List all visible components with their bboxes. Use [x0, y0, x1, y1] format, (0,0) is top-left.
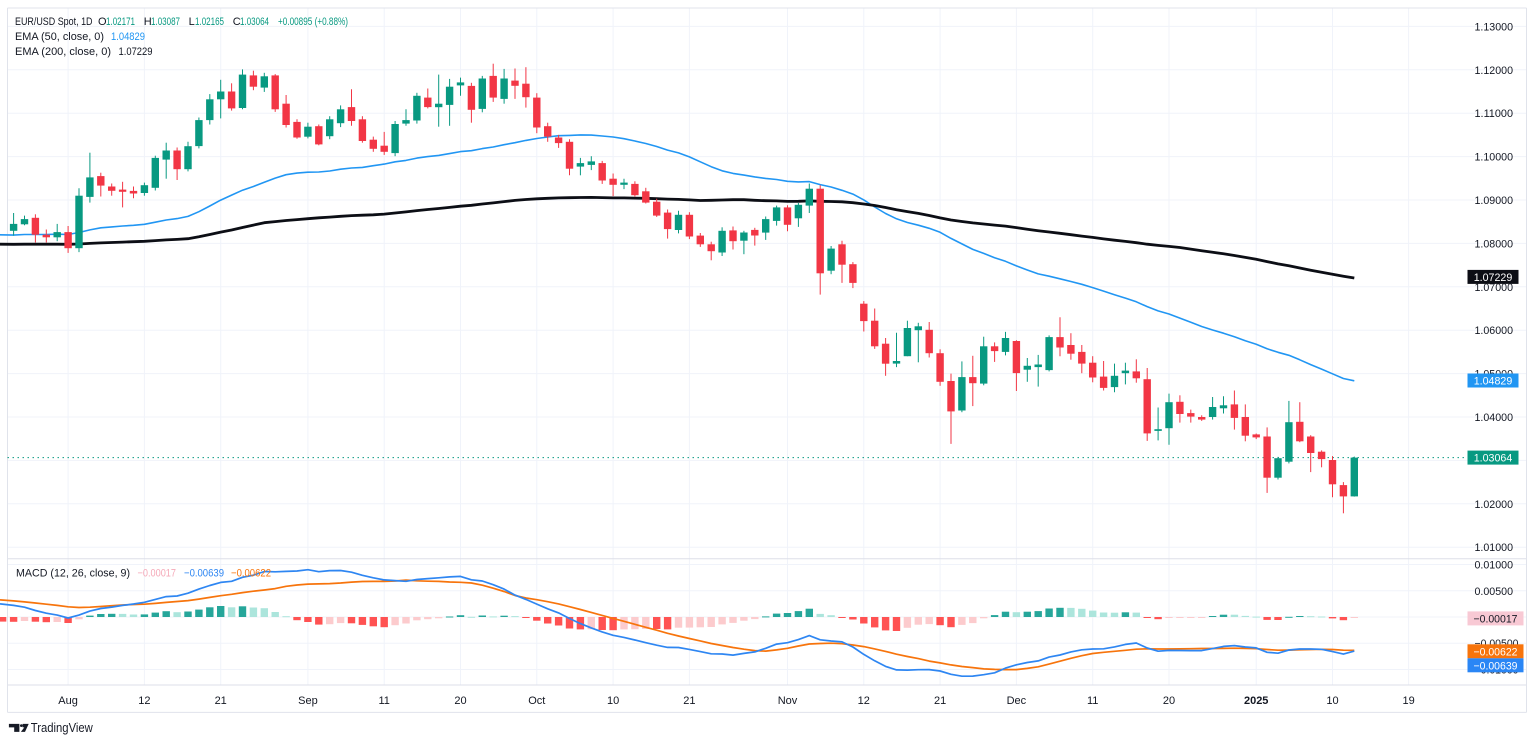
svg-text:1.02000: 1.02000 — [1475, 499, 1514, 511]
svg-text:−0.00017: −0.00017 — [138, 568, 177, 580]
svg-text:+0.00895 (+0.88%): +0.00895 (+0.88%) — [278, 16, 348, 28]
svg-text:−0.00639: −0.00639 — [1474, 660, 1518, 672]
svg-text:20: 20 — [1163, 695, 1175, 707]
svg-text:1.04829: 1.04829 — [1474, 376, 1513, 388]
svg-text:1.04829: 1.04829 — [111, 31, 145, 43]
svg-text:O: O — [98, 16, 107, 28]
svg-text:Dec: Dec — [1007, 695, 1027, 707]
svg-text:L: L — [189, 16, 195, 28]
svg-text:20: 20 — [454, 695, 466, 707]
svg-text:21: 21 — [683, 695, 695, 707]
svg-text:1.12000: 1.12000 — [1475, 65, 1514, 77]
svg-text:EUR/USD Spot, 1D: EUR/USD Spot, 1D — [15, 16, 93, 28]
svg-text:1.04000: 1.04000 — [1475, 412, 1514, 424]
svg-text:−0.00622: −0.00622 — [1474, 646, 1518, 658]
svg-text:11: 11 — [1087, 695, 1098, 707]
svg-text:10: 10 — [607, 695, 619, 707]
svg-text:TradingView: TradingView — [31, 720, 93, 735]
svg-text:21: 21 — [934, 695, 946, 707]
svg-text:C: C — [233, 16, 241, 28]
svg-text:−0.00622: −0.00622 — [231, 568, 271, 580]
svg-text:0.01000: 0.01000 — [1475, 560, 1514, 572]
svg-text:1.08000: 1.08000 — [1475, 238, 1514, 250]
svg-text:1.11000: 1.11000 — [1475, 108, 1514, 120]
svg-text:H: H — [144, 16, 152, 28]
svg-text:19: 19 — [1402, 695, 1414, 707]
svg-text:Oct: Oct — [528, 695, 545, 707]
svg-text:Sep: Sep — [298, 695, 318, 707]
svg-text:1.03064: 1.03064 — [1474, 453, 1513, 465]
svg-text:12: 12 — [138, 695, 150, 707]
svg-text:1.07000: 1.07000 — [1475, 282, 1514, 294]
svg-text:1.03087: 1.03087 — [151, 16, 180, 28]
svg-text:1.02165: 1.02165 — [195, 16, 224, 28]
svg-text:−0.00017: −0.00017 — [1474, 613, 1518, 625]
svg-text:Nov: Nov — [778, 695, 798, 707]
svg-text:1.10000: 1.10000 — [1475, 152, 1514, 164]
svg-text:12: 12 — [858, 695, 870, 707]
svg-text:11: 11 — [378, 695, 389, 707]
svg-text:−0.00639: −0.00639 — [184, 568, 224, 580]
svg-text:1.02171: 1.02171 — [106, 16, 135, 28]
svg-text:2025: 2025 — [1244, 695, 1268, 707]
svg-text:1.01000: 1.01000 — [1475, 542, 1514, 554]
svg-text:1.03064: 1.03064 — [240, 16, 269, 28]
svg-text:1.06000: 1.06000 — [1475, 325, 1514, 337]
svg-text:Aug: Aug — [58, 695, 78, 707]
svg-text:1.07229: 1.07229 — [119, 46, 153, 58]
svg-text:MACD (12, 26, close, 9): MACD (12, 26, close, 9) — [16, 568, 130, 580]
svg-text:10: 10 — [1326, 695, 1338, 707]
svg-text:EMA (50, close, 0): EMA (50, close, 0) — [15, 31, 104, 43]
svg-text:EMA (200, close, 0): EMA (200, close, 0) — [15, 46, 111, 58]
svg-text:1.13000: 1.13000 — [1475, 21, 1514, 33]
svg-text:0.00500: 0.00500 — [1475, 586, 1514, 598]
svg-text:21: 21 — [215, 695, 227, 707]
svg-text:1.07229: 1.07229 — [1474, 272, 1513, 284]
svg-text:1.09000: 1.09000 — [1475, 195, 1514, 207]
